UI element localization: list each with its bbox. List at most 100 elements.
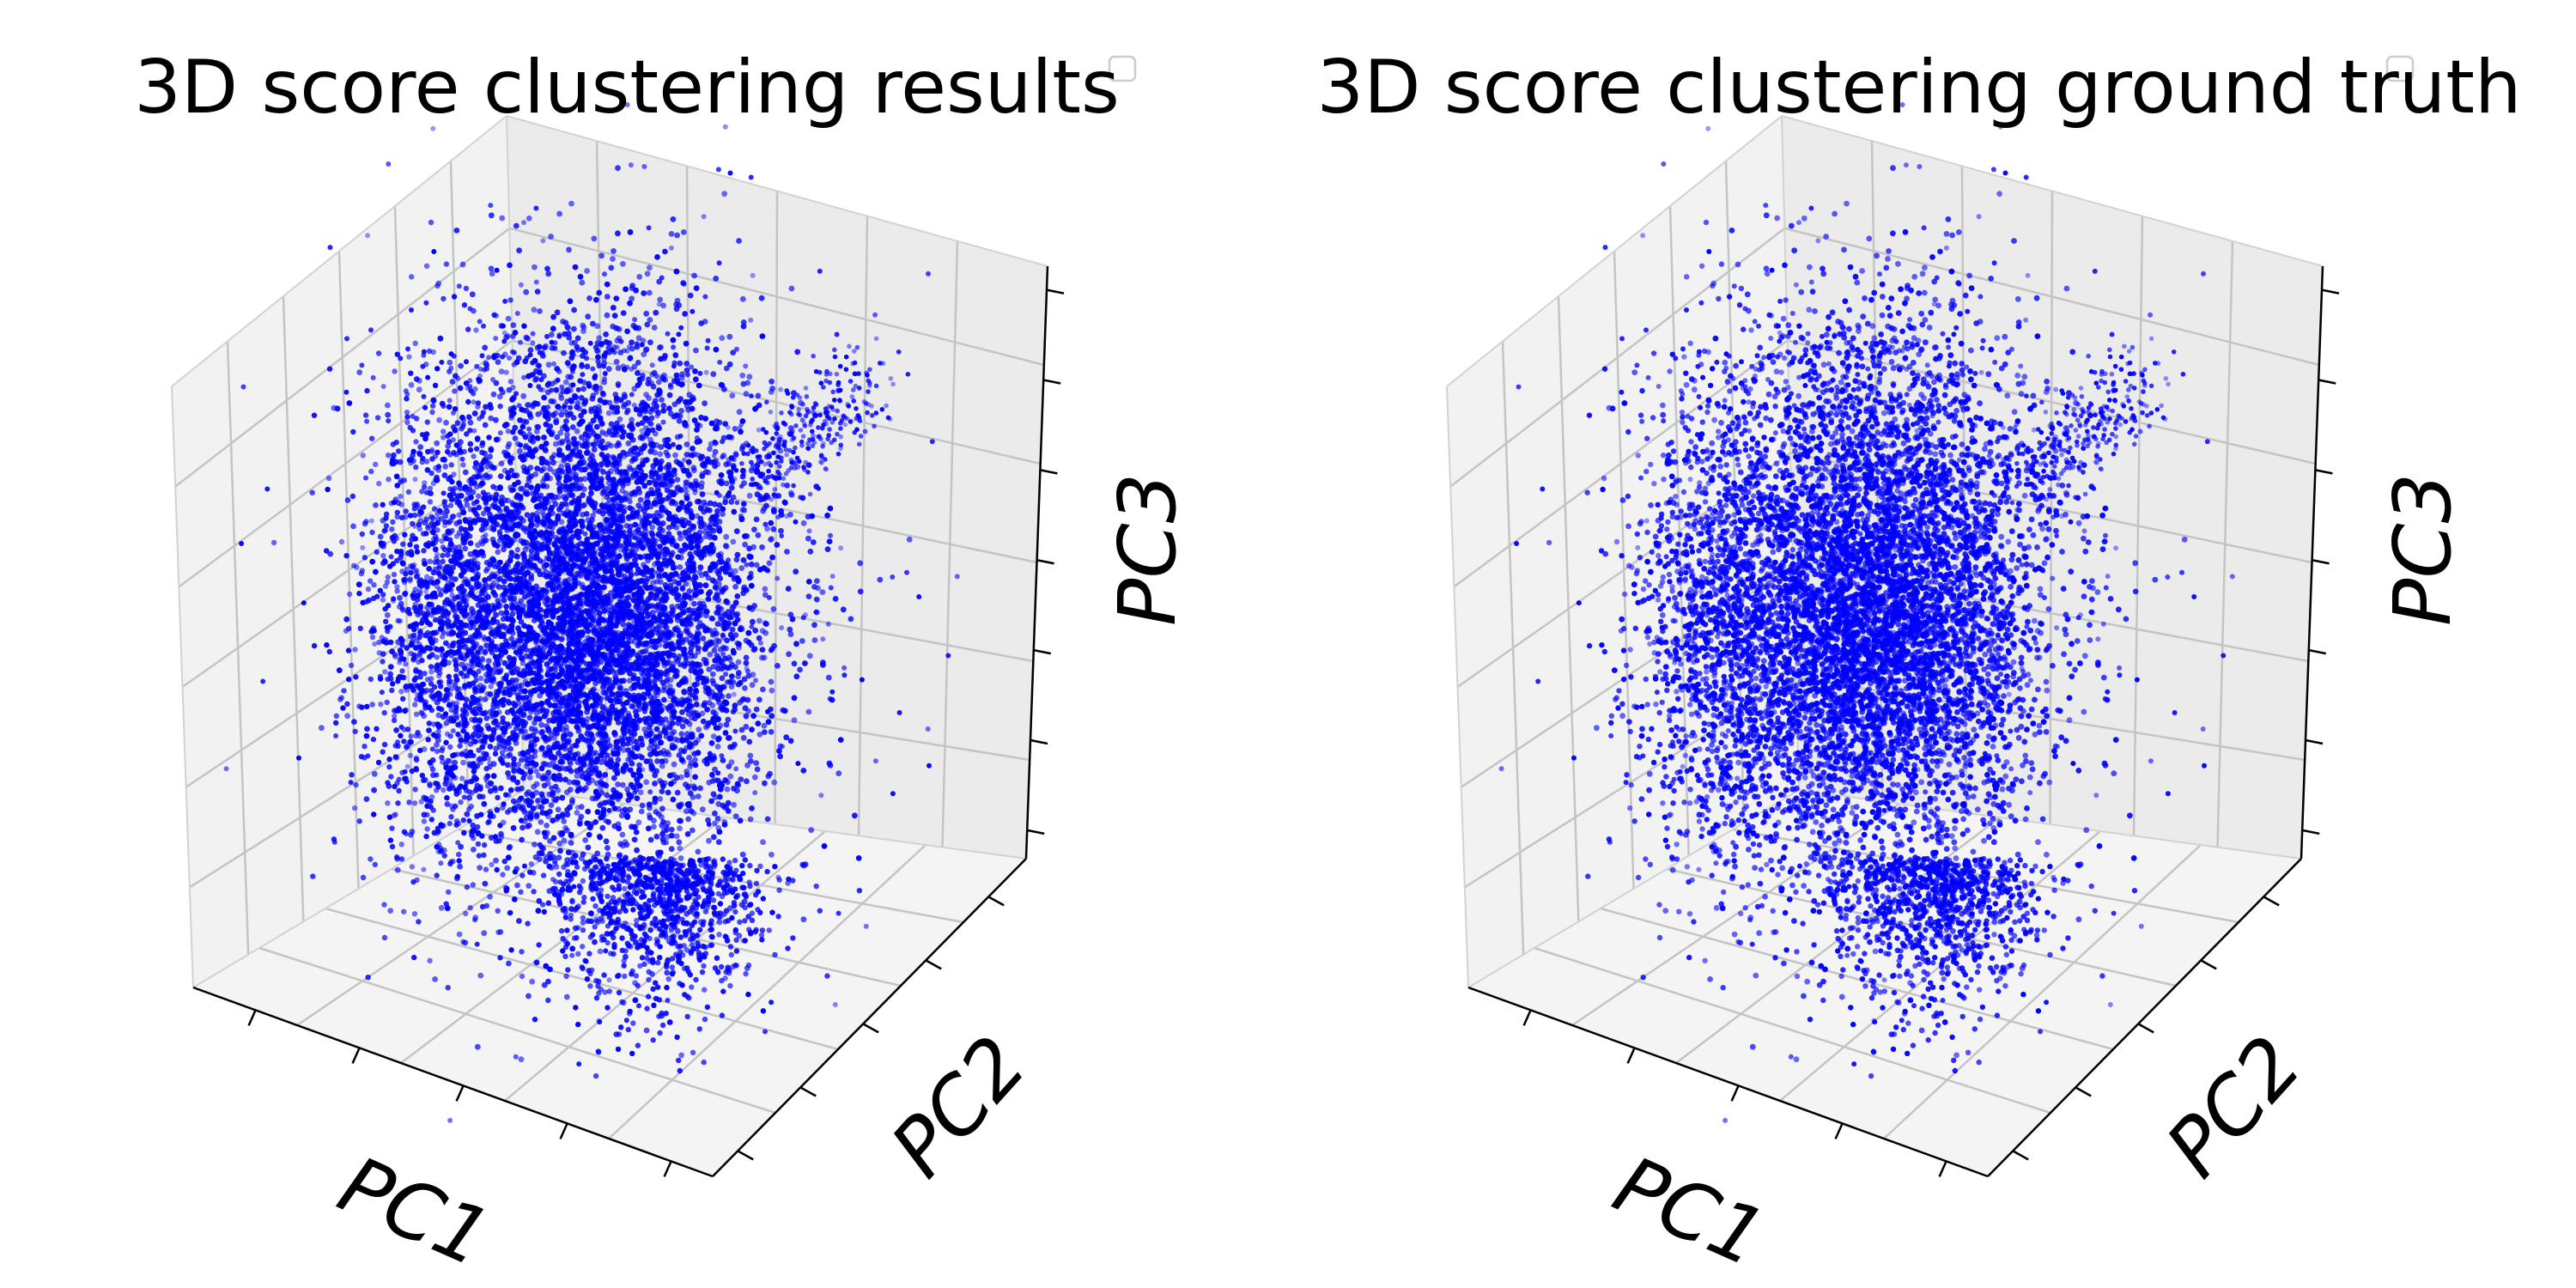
data-point [721, 822, 728, 828]
data-point [739, 295, 746, 302]
data-point [578, 460, 584, 467]
data-point [654, 254, 660, 260]
data-point [723, 699, 729, 706]
data-point [756, 635, 762, 641]
data-point [620, 769, 627, 775]
data-point [574, 810, 580, 816]
data-point [545, 361, 552, 368]
data-point [645, 380, 652, 387]
data-point [514, 882, 520, 889]
data-point [611, 498, 617, 504]
data-point [485, 658, 492, 665]
data-point [706, 699, 713, 706]
data-point [734, 593, 741, 599]
data-point [630, 703, 636, 710]
data-point [578, 813, 585, 820]
data-point [343, 616, 350, 623]
data-point [725, 808, 732, 814]
data-point [662, 643, 669, 649]
data-point [745, 629, 752, 636]
data-point [635, 370, 641, 376]
data-point [695, 750, 702, 756]
data-point [677, 396, 684, 403]
data-point [743, 637, 750, 644]
data-point [536, 897, 543, 904]
data-point [511, 756, 517, 762]
data-point [516, 918, 522, 924]
data-point [677, 855, 684, 861]
data-point [394, 866, 401, 873]
data-point [713, 346, 720, 353]
data-point [741, 676, 748, 683]
data-point [470, 822, 477, 829]
data-point [531, 783, 538, 790]
data-point [566, 246, 572, 253]
data-point [527, 769, 534, 775]
data-point [488, 265, 495, 272]
data-point [735, 670, 742, 676]
data-point [596, 668, 602, 675]
data-point [593, 663, 600, 670]
data-point [769, 851, 775, 858]
data-point [512, 435, 519, 441]
data-point [488, 415, 495, 422]
data-point [585, 464, 592, 470]
data-point [687, 686, 694, 693]
data-point [609, 794, 616, 800]
data-point [679, 548, 685, 555]
data-point [559, 811, 566, 817]
data-point [550, 325, 556, 332]
data-point [611, 775, 617, 781]
data-point [742, 533, 748, 539]
data-point [639, 754, 645, 761]
data-point [611, 765, 618, 772]
data-point [784, 549, 790, 555]
data-point [725, 716, 732, 723]
data-point [355, 581, 362, 588]
data-point [775, 663, 781, 669]
data-point [764, 816, 771, 823]
data-point [547, 838, 553, 844]
data-point [800, 519, 807, 526]
data-point [490, 773, 497, 780]
chart-panel-results: PC1 PC2 PC3 3D score clustering results [134, 45, 1194, 1285]
data-point [546, 888, 553, 895]
data-point [692, 762, 699, 769]
data-point [523, 289, 530, 295]
data-point [666, 736, 673, 742]
data-point [511, 896, 518, 902]
data-point [466, 794, 472, 801]
data-point [548, 234, 554, 240]
data-point [832, 596, 839, 602]
data-point [793, 673, 800, 680]
data-point [509, 617, 516, 623]
data-point [499, 215, 506, 222]
data-point [416, 386, 422, 393]
data-point [572, 264, 579, 270]
data-point [613, 398, 620, 404]
data-point [577, 477, 584, 483]
data-point [732, 813, 739, 819]
data-point [692, 687, 699, 694]
data-point [525, 335, 531, 342]
data-point [599, 781, 605, 787]
data-point [667, 693, 674, 700]
data-point [625, 602, 632, 609]
data-point [537, 692, 544, 699]
data-point [510, 775, 517, 781]
data-point [666, 1019, 673, 1025]
data-point [721, 191, 727, 197]
data-point [611, 730, 618, 736]
data-point [734, 611, 741, 617]
data-point [806, 653, 813, 659]
data-point [553, 386, 560, 393]
data-point [747, 554, 754, 561]
data-point [534, 289, 541, 295]
data-point [590, 417, 597, 424]
data-point [657, 465, 664, 472]
data-point [740, 501, 747, 507]
data-point [544, 823, 550, 829]
data-point [730, 538, 737, 545]
data-point [687, 292, 694, 299]
data-point [524, 791, 530, 798]
